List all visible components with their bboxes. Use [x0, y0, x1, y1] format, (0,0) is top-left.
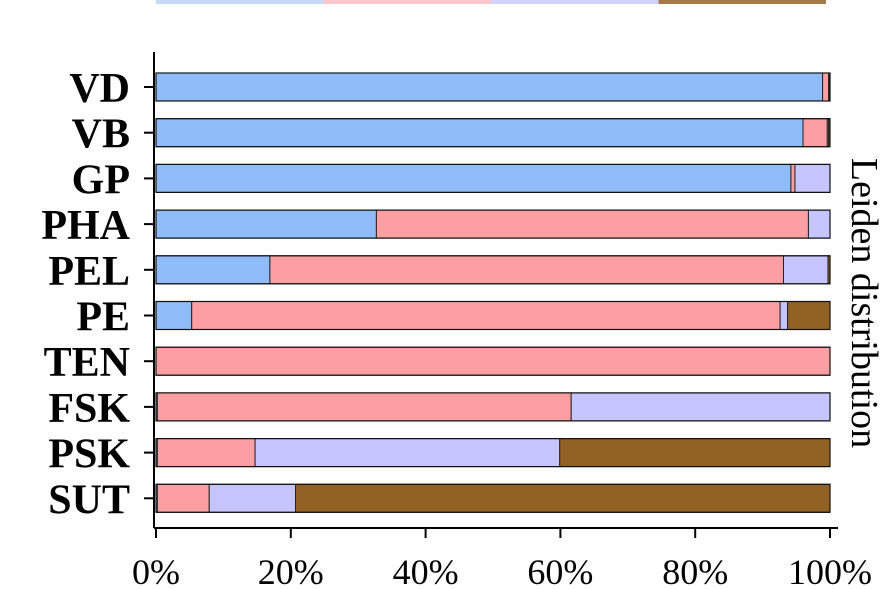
legend-strip-swatch	[323, 0, 491, 4]
y-tick-label: TEN	[44, 340, 130, 386]
x-tick-label: 100%	[788, 552, 872, 589]
bar-segment	[790, 163, 796, 193]
legend-strip-swatch	[658, 0, 826, 4]
bar-segment	[779, 301, 789, 330]
bar-segment	[822, 72, 830, 102]
bar-segment	[155, 72, 824, 102]
y-tick-label: FSK	[48, 386, 130, 432]
y-tick-label: VB	[72, 112, 130, 158]
bar-outline	[155, 163, 831, 193]
y-tick-label: SUT	[48, 477, 130, 523]
bar-outline	[155, 300, 831, 331]
bar-segment	[155, 118, 804, 148]
y-tick-label: PSK	[48, 432, 130, 478]
x-ticks: 0% 20% 40% 60% 80% 100%	[132, 528, 872, 589]
bar-segment	[156, 392, 572, 422]
bar-outline	[155, 255, 831, 285]
x-tick-label: 40%	[393, 552, 459, 589]
bar-segment	[295, 483, 831, 513]
bar-segment	[787, 301, 831, 330]
bars-layer	[155, 72, 831, 513]
bar-segment	[782, 255, 829, 285]
y-tick-label: PE	[76, 295, 130, 341]
bar-outline	[155, 392, 831, 422]
bar-segment	[794, 163, 831, 193]
bar-segment	[155, 163, 792, 193]
bar-segment	[254, 438, 561, 468]
bar-outline	[155, 209, 831, 239]
bar-segment	[208, 483, 297, 513]
bar-segment	[269, 255, 784, 285]
bar-outline	[155, 438, 831, 468]
bar-segment	[155, 209, 377, 239]
bar-outline	[155, 118, 831, 148]
legend-strip-swatch	[491, 0, 659, 4]
x-tick-label: 80%	[662, 552, 728, 589]
y-tick-label: PEL	[48, 249, 130, 295]
bar-segment	[155, 255, 271, 285]
y-tick-label: PHA	[41, 203, 130, 249]
bar-segment	[156, 438, 256, 468]
x-tick-label: 60%	[527, 552, 593, 589]
bar-segment	[570, 392, 831, 422]
legend-strip-swatch	[156, 0, 324, 4]
bar-segment	[802, 118, 828, 148]
bar-segment	[155, 301, 193, 330]
bar-outline	[155, 483, 831, 513]
bar-segment	[375, 209, 809, 239]
bar-segment	[559, 438, 831, 468]
bar-outline	[155, 72, 831, 102]
x-tick-label: 20%	[258, 552, 324, 589]
bar-segment	[155, 346, 831, 376]
bar-segment	[807, 209, 831, 239]
x-tick-label: 0%	[132, 552, 180, 589]
bar-outline	[155, 346, 831, 376]
side-label: Leiden distribution	[843, 158, 885, 448]
legend-color-strip	[156, 0, 826, 4]
bar-segment	[156, 483, 210, 513]
bar-segment	[191, 301, 781, 330]
y-tick-label: GP	[72, 157, 130, 203]
y-tick-label: VD	[69, 66, 130, 112]
